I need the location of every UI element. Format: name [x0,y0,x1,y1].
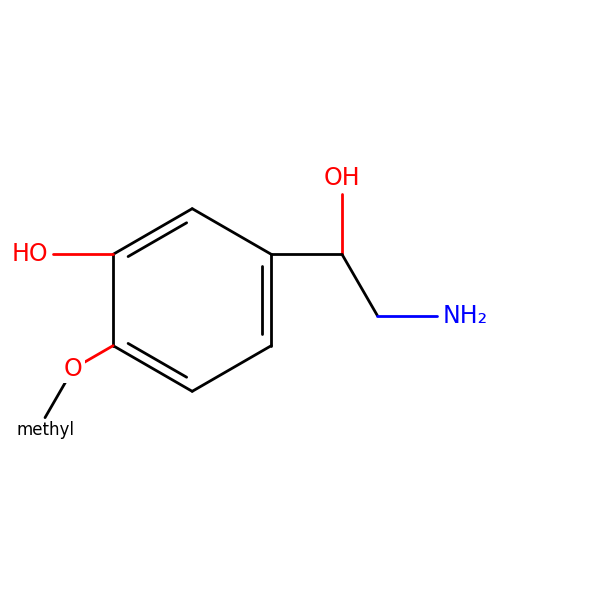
Text: O: O [64,356,83,380]
Text: OH: OH [323,166,361,190]
Text: methyl: methyl [16,421,74,439]
Text: HO: HO [11,242,48,266]
Text: NH₂: NH₂ [442,304,487,328]
